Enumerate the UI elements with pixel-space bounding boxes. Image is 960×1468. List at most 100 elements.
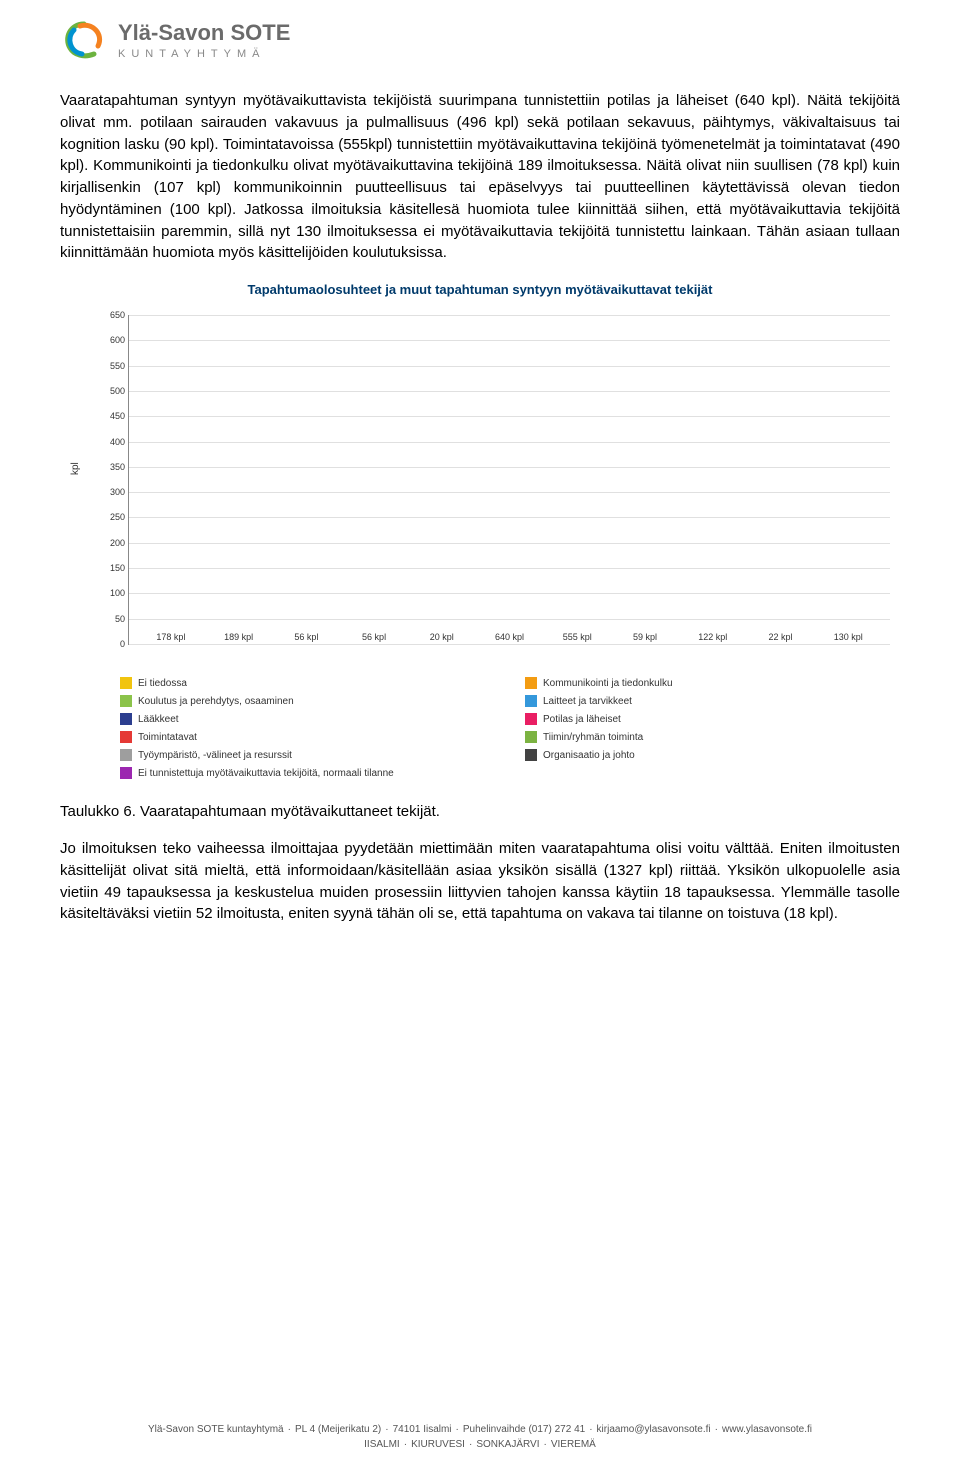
chart-gridline (129, 492, 890, 493)
legend-label: Toimintatavat (138, 732, 197, 743)
chart-bars: 178 kpl 189 kpl 56 kpl 56 kpl 20 kpl 640 kpl 5… (129, 315, 890, 644)
legend-item: Kommunikointi ja tiedonkulku (525, 677, 900, 689)
chart-ytick-label: 0 (120, 639, 129, 649)
paragraph-1: Vaaratapahtuman syntyyn myötävaikuttavis… (60, 90, 900, 264)
header-logo-area: Ylä-Savon SOTE KUNTAYHTYMÄ (60, 20, 900, 60)
chart-gridline (129, 416, 890, 417)
chart-bar-wrap: 59 kpl (611, 632, 679, 644)
legend-label: Potilas ja läheiset (543, 714, 621, 725)
chart-ytick-label: 500 (110, 386, 129, 396)
chart-ytick-label: 450 (110, 411, 129, 421)
legend-item: Lääkkeet (120, 713, 495, 725)
chart-bar-wrap: 20 kpl (408, 632, 476, 644)
page-footer: Ylä-Savon SOTE kuntayhtymä·PL 4 (Meijeri… (0, 1424, 960, 1450)
table-caption: Taulukko 6. Vaaratapahtumaan myötävaikut… (60, 803, 900, 820)
legend-label: Ei tunnistettuja myötävaikuttavia tekijö… (138, 768, 394, 779)
chart-bar-label: 130 kpl (834, 632, 863, 642)
chart-bar-wrap: 178 kpl (137, 632, 205, 644)
chart-title: Tapahtumaolosuhteet ja muut tapahtuman s… (60, 282, 900, 297)
legend-swatch (120, 749, 132, 761)
chart-bar-label: 22 kpl (768, 632, 792, 642)
legend-swatch (525, 713, 537, 725)
chart-bar-label: 555 kpl (563, 632, 592, 642)
footer-line-1: Ylä-Savon SOTE kuntayhtymä·PL 4 (Meijeri… (0, 1424, 960, 1435)
legend-swatch (120, 767, 132, 779)
chart-bar-wrap: 56 kpl (272, 632, 340, 644)
legend-swatch (120, 677, 132, 689)
legend-item: Työympäristö, -välineet ja resurssit (120, 749, 495, 761)
footer-part: IISALMI (364, 1439, 400, 1450)
legend-item: Potilas ja läheiset (525, 713, 900, 725)
legend-label: Organisaatio ja johto (543, 750, 635, 761)
chart-bar-label: 640 kpl (495, 632, 524, 642)
chart-ytick-label: 600 (110, 335, 129, 345)
chart-ytick-label: 250 (110, 512, 129, 522)
chart-bar-label: 56 kpl (362, 632, 386, 642)
chart-gridline (129, 340, 890, 341)
chart-gridline (129, 517, 890, 518)
logo-icon (60, 20, 108, 60)
chart-bar-label: 59 kpl (633, 632, 657, 642)
bar-chart: Tapahtumaolosuhteet ja muut tapahtuman s… (60, 282, 900, 779)
chart-bar-wrap: 22 kpl (747, 632, 815, 644)
legend-label: Tiimin/ryhmän toiminta (543, 732, 643, 743)
chart-ytick-label: 650 (110, 310, 129, 320)
chart-gridline (129, 315, 890, 316)
legend-item: Laitteet ja tarvikkeet (525, 695, 900, 707)
footer-part: SONKAJÄRVI (476, 1439, 539, 1450)
chart-ytick-label: 100 (110, 588, 129, 598)
chart-bar-wrap: 640 kpl (476, 632, 544, 644)
chart-ytick-label: 350 (110, 462, 129, 472)
chart-plot-area: 178 kpl 189 kpl 56 kpl 56 kpl 20 kpl 640 kpl 5… (128, 315, 890, 645)
legend-label: Kommunikointi ja tiedonkulku (543, 678, 673, 689)
footer-part: Ylä-Savon SOTE kuntayhtymä (148, 1424, 284, 1435)
footer-part: KIURUVESI (411, 1439, 465, 1450)
chart-ytick-label: 200 (110, 538, 129, 548)
legend-item: Ei tiedossa (120, 677, 495, 689)
chart-bar-wrap: 56 kpl (340, 632, 408, 644)
chart-bar-wrap: 189 kpl (205, 632, 273, 644)
chart-ylabel: kpl (70, 462, 81, 475)
chart-bar-label: 189 kpl (224, 632, 253, 642)
chart-gridline (129, 619, 890, 620)
legend-swatch (525, 677, 537, 689)
chart-gridline (129, 391, 890, 392)
chart-bar-label: 20 kpl (430, 632, 454, 642)
chart-bar-wrap: 130 kpl (814, 632, 882, 644)
legend-swatch (120, 695, 132, 707)
chart-gridline (129, 366, 890, 367)
chart-ytick-label: 300 (110, 487, 129, 497)
footer-part: VIEREMÄ (551, 1439, 596, 1450)
chart-gridline (129, 644, 890, 645)
footer-part: Puhelinvaihde (017) 272 41 (463, 1424, 585, 1435)
chart-bar-label: 56 kpl (294, 632, 318, 642)
chart-legend: Ei tiedossa Kommunikointi ja tiedonkulku K… (120, 677, 900, 779)
legend-item: Koulutus ja perehdytys, osaaminen (120, 695, 495, 707)
legend-swatch (120, 713, 132, 725)
chart-gridline (129, 568, 890, 569)
chart-ytick-label: 50 (115, 614, 129, 624)
legend-label: Ei tiedossa (138, 678, 187, 689)
org-subtitle: KUNTAYHTYMÄ (118, 48, 290, 60)
legend-swatch (525, 749, 537, 761)
chart-ytick-label: 550 (110, 361, 129, 371)
legend-label: Laitteet ja tarvikkeet (543, 696, 632, 707)
org-name: Ylä-Savon SOTE (118, 20, 290, 46)
chart-bar-wrap: 555 kpl (543, 632, 611, 644)
footer-part: 74101 Iisalmi (393, 1424, 452, 1435)
chart-ytick-label: 400 (110, 437, 129, 447)
legend-label: Koulutus ja perehdytys, osaaminen (138, 696, 294, 707)
chart-gridline (129, 467, 890, 468)
chart-gridline (129, 543, 890, 544)
footer-part: PL 4 (Meijerikatu 2) (295, 1424, 381, 1435)
legend-item: Organisaatio ja johto (525, 749, 900, 761)
legend-item: Tiimin/ryhmän toiminta (525, 731, 900, 743)
legend-label: Lääkkeet (138, 714, 179, 725)
chart-bar-wrap: 122 kpl (679, 632, 747, 644)
legend-item: Ei tunnistettuja myötävaikuttavia tekijö… (120, 767, 495, 779)
legend-item: Toimintatavat (120, 731, 495, 743)
footer-part: kirjaamo@ylasavonsote.fi (597, 1424, 711, 1435)
footer-part: www.ylasavonsote.fi (722, 1424, 812, 1435)
chart-ytick-label: 150 (110, 563, 129, 573)
chart-gridline (129, 593, 890, 594)
